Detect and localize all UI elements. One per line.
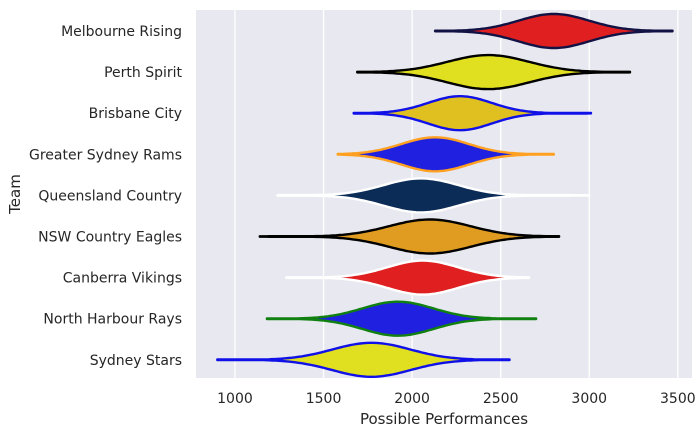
y-tick-label-nsw-country-eagles: NSW Country Eagles (38, 230, 182, 246)
x-tick-labels: 1000 1500 2000 2500 3000 3500 (217, 391, 695, 407)
x-tick-label-2500: 2500 (483, 391, 519, 407)
y-axis-label: Team (6, 174, 24, 215)
violin-melbourne-rising (433, 12, 674, 50)
y-tick-label-queensland-country: Queensland Country (38, 188, 182, 204)
violin-north-harbour-rays (265, 300, 538, 337)
violin-nsw-country-eagles (258, 218, 561, 255)
y-tick-label-greater-sydney-rams: Greater Sydney Rams (29, 147, 182, 163)
y-tick-label-brisbane-city: Brisbane City (89, 106, 182, 122)
x-axis-label: Possible Performances (360, 410, 528, 428)
violin-sydney-stars (216, 341, 511, 378)
violin-canberra-vikings (285, 259, 531, 296)
x-tick-label-1500: 1500 (306, 391, 342, 407)
y-tick-label-perth-spirit: Perth Spirit (104, 65, 182, 81)
x-tick-label-3500: 3500 (660, 391, 696, 407)
y-tick-labels: Melbourne Rising Perth Spirit Brisbane Cit… (29, 24, 183, 369)
y-tick-label-canberra-vikings: Canberra Vikings (63, 271, 182, 287)
violin-brisbane-city (352, 95, 593, 132)
y-tick-label-north-harbour-rays: North Harbour Rays (43, 312, 182, 328)
x-tick-label-1000: 1000 (217, 391, 253, 407)
y-tick-label-sydney-stars: Sydney Stars (90, 353, 182, 369)
x-tick-label-2000: 2000 (394, 391, 430, 407)
violins (216, 12, 674, 378)
x-tick-label-3000: 3000 (571, 391, 607, 407)
violin-queensland-country (276, 177, 591, 214)
violin-perth-spirit (356, 53, 632, 91)
violin-greater-sydney-rams (336, 136, 555, 173)
y-tick-label-melbourne-rising: Melbourne Rising (61, 24, 182, 40)
